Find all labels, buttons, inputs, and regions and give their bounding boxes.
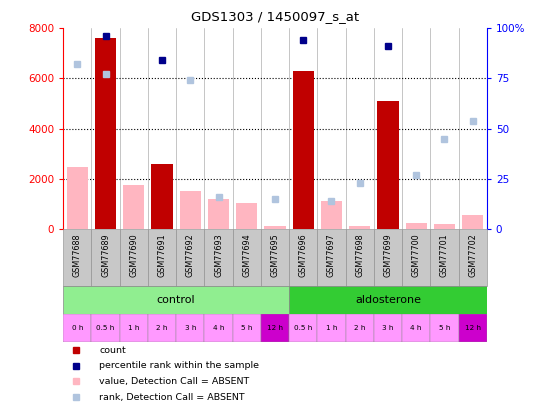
Text: 1 h: 1 h: [128, 325, 140, 331]
Bar: [317, 229, 345, 286]
Bar: [148, 229, 176, 286]
Text: 5 h: 5 h: [439, 325, 450, 331]
Bar: [289, 229, 317, 286]
Bar: [402, 229, 430, 286]
Bar: [123, 185, 145, 229]
Text: 0 h: 0 h: [72, 325, 83, 331]
Text: 4 h: 4 h: [213, 325, 224, 331]
Bar: [402, 314, 430, 342]
Text: percentile rank within the sample: percentile rank within the sample: [99, 361, 259, 370]
Bar: [459, 229, 487, 286]
Text: GSM77689: GSM77689: [101, 233, 110, 277]
Text: 3 h: 3 h: [382, 325, 394, 331]
Bar: [91, 314, 120, 342]
Text: GSM77691: GSM77691: [157, 233, 167, 277]
Text: GSM77702: GSM77702: [468, 233, 477, 277]
Bar: [63, 314, 91, 342]
Text: GSM77695: GSM77695: [271, 233, 279, 277]
Text: 0.5 h: 0.5 h: [96, 325, 115, 331]
Bar: [236, 202, 257, 229]
Bar: [405, 223, 427, 229]
Text: 12 h: 12 h: [267, 325, 283, 331]
Bar: [265, 226, 285, 229]
Bar: [321, 201, 342, 229]
Bar: [289, 286, 487, 314]
Bar: [205, 314, 233, 342]
Bar: [176, 229, 205, 286]
Bar: [345, 314, 374, 342]
Bar: [205, 229, 233, 286]
Bar: [317, 314, 345, 342]
Text: GSM77696: GSM77696: [299, 233, 308, 277]
Text: GSM77693: GSM77693: [214, 233, 223, 277]
Text: control: control: [157, 295, 195, 305]
Bar: [120, 229, 148, 286]
Bar: [430, 229, 459, 286]
Text: GSM77700: GSM77700: [411, 233, 421, 277]
Bar: [261, 314, 289, 342]
Text: 2 h: 2 h: [354, 325, 365, 331]
Text: 1 h: 1 h: [326, 325, 337, 331]
Text: GSM77692: GSM77692: [186, 233, 195, 277]
Bar: [233, 229, 261, 286]
Text: 0.5 h: 0.5 h: [294, 325, 312, 331]
Text: GSM77698: GSM77698: [355, 233, 364, 277]
Text: value, Detection Call = ABSENT: value, Detection Call = ABSENT: [99, 377, 250, 386]
Text: GSM77699: GSM77699: [383, 233, 393, 277]
Text: rank, Detection Call = ABSENT: rank, Detection Call = ABSENT: [99, 393, 245, 402]
Bar: [151, 164, 173, 229]
Bar: [148, 314, 176, 342]
Bar: [430, 314, 459, 342]
Text: aldosterone: aldosterone: [355, 295, 421, 305]
Text: GSM77694: GSM77694: [242, 233, 251, 277]
Bar: [374, 314, 402, 342]
Text: GSM77697: GSM77697: [327, 233, 336, 277]
Text: GDS1303 / 1450097_s_at: GDS1303 / 1450097_s_at: [191, 10, 359, 23]
Bar: [377, 101, 399, 229]
Text: count: count: [99, 345, 126, 354]
Text: 5 h: 5 h: [241, 325, 252, 331]
Text: GSM77701: GSM77701: [440, 233, 449, 277]
Bar: [261, 229, 289, 286]
Bar: [176, 314, 205, 342]
Bar: [293, 71, 314, 229]
Bar: [63, 286, 289, 314]
Bar: [67, 167, 88, 229]
Bar: [63, 229, 91, 286]
Bar: [462, 215, 483, 229]
Text: 4 h: 4 h: [410, 325, 422, 331]
Bar: [120, 314, 148, 342]
Bar: [233, 314, 261, 342]
Bar: [91, 229, 120, 286]
Bar: [459, 314, 487, 342]
Text: GSM77688: GSM77688: [73, 233, 82, 277]
Bar: [180, 191, 201, 229]
Bar: [345, 229, 374, 286]
Text: GSM77690: GSM77690: [129, 233, 139, 277]
Text: 3 h: 3 h: [185, 325, 196, 331]
Bar: [374, 229, 402, 286]
Bar: [208, 199, 229, 229]
Text: 2 h: 2 h: [156, 325, 168, 331]
Bar: [349, 226, 370, 229]
Bar: [434, 224, 455, 229]
Text: 12 h: 12 h: [465, 325, 481, 331]
Bar: [289, 314, 317, 342]
Bar: [95, 38, 116, 229]
